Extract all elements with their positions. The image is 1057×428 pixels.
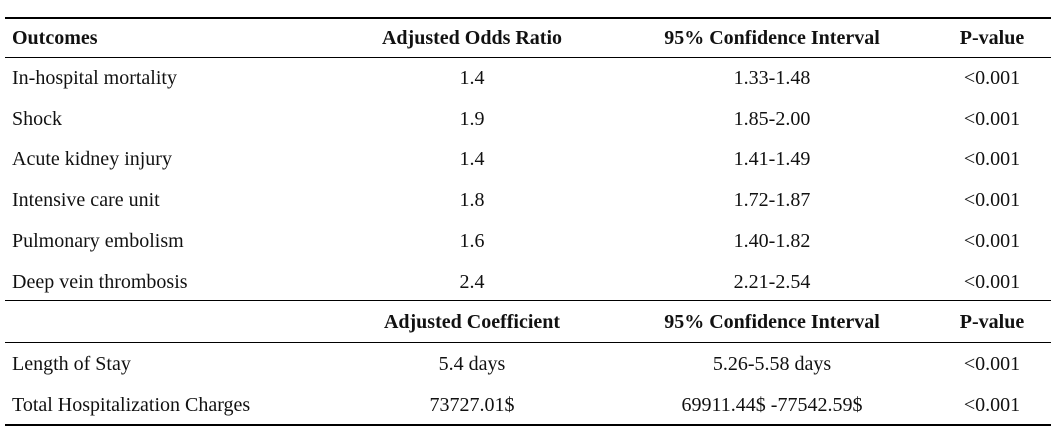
table-cell: 1.4	[459, 67, 485, 89]
table-cell: <0.001	[963, 270, 1021, 293]
table-cell: <0.001	[963, 67, 1021, 89]
table-cell: 1.33-1.48	[733, 67, 811, 89]
column-header: P-value	[959, 311, 1025, 333]
column-header: Outcomes	[12, 27, 98, 49]
table-cell: 73727.01$	[429, 394, 515, 416]
table-cell: Deep vein thrombosis	[12, 270, 188, 293]
table-cell: 1.72-1.87	[733, 189, 811, 212]
table-cell: 2.21-2.54	[733, 270, 811, 293]
table-cell: 2.4	[459, 270, 485, 293]
table-cell: <0.001	[963, 353, 1021, 375]
column-header: Adjusted Coefficient	[383, 311, 561, 333]
table-cell: 1.4	[459, 148, 485, 171]
column-header: 95% Confidence Interval	[664, 311, 880, 333]
table-cell: 1.9	[459, 107, 485, 130]
table-cell: <0.001	[963, 189, 1021, 212]
section-rule	[5, 300, 1051, 301]
table-cell: 5.26-5.58 days	[712, 353, 832, 375]
bottom-rule	[5, 424, 1051, 426]
table-cell: 1.41-1.49	[733, 148, 811, 171]
column-header: P-value	[959, 27, 1025, 49]
table-cell: Pulmonary embolism	[12, 229, 184, 252]
top-rule	[5, 17, 1051, 19]
table-cell: Length of Stay	[12, 353, 131, 375]
table-cell: 1.6	[459, 229, 485, 252]
header-rule	[5, 342, 1051, 343]
table-cell: <0.001	[963, 107, 1021, 130]
table-cell: 1.8	[459, 189, 485, 212]
column-header: Adjusted Odds Ratio	[381, 27, 563, 49]
table-cell: <0.001	[963, 148, 1021, 171]
table-cell: In-hospital mortality	[12, 67, 177, 89]
table-cell: <0.001	[963, 394, 1021, 416]
table-cell: Acute kidney injury	[12, 148, 172, 171]
table-cell: <0.001	[963, 229, 1021, 252]
header-rule	[5, 57, 1051, 58]
table-cell: 1.85-2.00	[733, 107, 811, 130]
table-cell: Intensive care unit	[12, 189, 160, 212]
column-header: 95% Confidence Interval	[664, 27, 880, 49]
table-cell: Shock	[12, 107, 62, 130]
table-cell: Total Hospitalization Charges	[12, 394, 251, 416]
table-cell: 5.4 days	[438, 353, 506, 375]
table-cell: 69911.44$ -77542.59$	[681, 394, 863, 416]
table-cell: 1.40-1.82	[733, 229, 811, 252]
